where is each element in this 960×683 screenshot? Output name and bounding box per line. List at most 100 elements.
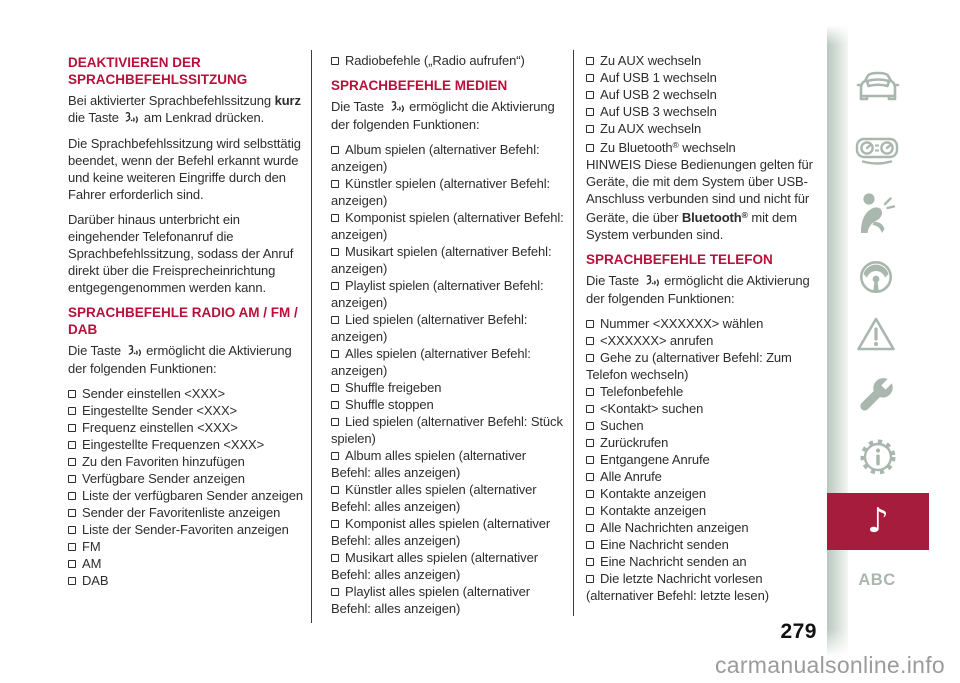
list-item: Playlist alles spielen (alternativer Bef… [331, 583, 565, 617]
square-bullet-icon [331, 350, 339, 358]
text-run: Kontakte anzeigen [600, 503, 706, 518]
sidebar-strip [827, 25, 848, 657]
square-bullet-icon [586, 456, 594, 464]
list-item: Künstler spielen (alternativer Befehl: a… [331, 175, 565, 209]
text-run: die Taste [68, 110, 123, 125]
square-bullet-icon [586, 473, 594, 481]
car-icon [855, 69, 901, 108]
text-run: Radiobefehle („Radio aufrufen“) [345, 53, 525, 68]
list-item: Playlist spielen (alternativer Befehl: a… [331, 277, 565, 311]
square-bullet-icon [586, 354, 594, 362]
list-item: Entgangene Anrufe [586, 451, 815, 468]
voice-command-icon [123, 110, 139, 127]
square-bullet-icon [68, 543, 76, 551]
square-bullet-icon [68, 407, 76, 415]
text-run: Zurückrufen [600, 435, 669, 450]
text-run: Lied spielen (alternativer Befehl: anzei… [331, 312, 528, 344]
section-heading: SPRACHBEFEHLE TELEFON [586, 252, 773, 267]
text-run: Kontakte anzeigen [600, 486, 706, 501]
text-run: Liste der Sender-Favoriten anzeigen [82, 522, 289, 537]
text-run: Nummer <XXXXXX> wählen [600, 316, 764, 331]
square-bullet-icon [586, 575, 594, 583]
list-item: Shuffle stoppen [331, 396, 565, 413]
list-item: Zu den Favoriten hinzufügen [68, 453, 306, 470]
text-run: ® [672, 140, 679, 150]
square-bullet-icon [331, 452, 339, 460]
square-bullet-icon [331, 486, 339, 494]
paragraph: Die Taste ermöglicht die Aktivierung der… [331, 98, 565, 133]
square-bullet-icon [331, 384, 339, 392]
active-section-media: ♪ [827, 493, 929, 550]
text-run: wechseln [678, 140, 736, 155]
list-item: Sender einstellen <XXX> [68, 385, 306, 402]
square-bullet-icon [331, 401, 339, 409]
text-run: Eine Nachricht senden an [600, 554, 747, 569]
square-bullet-icon [586, 108, 594, 116]
list-item: Eingestellte Sender <XXX> [68, 402, 306, 419]
text-run: HINWEIS Diese Bedienungen gelten für Ger… [586, 157, 813, 225]
text-run: Darüber hinaus unterbricht ein eingehend… [68, 212, 294, 295]
square-bullet-icon [331, 57, 339, 65]
list-item: Eine Nachricht senden an [586, 553, 815, 570]
square-bullet-icon [586, 490, 594, 498]
text-run: am Lenkrad drücken. [140, 110, 265, 125]
voice-command-icon [126, 343, 142, 360]
square-bullet-icon [331, 418, 339, 426]
square-bullet-icon [586, 558, 594, 566]
list-item: Auf USB 1 wechseln [586, 69, 815, 86]
text-run: Verfügbare Sender anzeigen [82, 471, 245, 486]
list-item: Verfügbare Sender anzeigen [68, 470, 306, 487]
text-run: Playlist spielen (alternativer Befehl: a… [331, 278, 544, 310]
column-3: Zu AUX wechseln Auf USB 1 wechseln Auf USB… [586, 52, 815, 604]
voice-command-icon [389, 99, 405, 116]
paragraph: Die Taste ermöglicht die Aktivierung der… [68, 342, 306, 377]
square-bullet-icon [586, 388, 594, 396]
music-note-icon: ♪ [867, 501, 889, 541]
text-run: Bei aktivierter Sprachbefehlssitzung [68, 93, 275, 108]
list-item: Kontakte anzeigen [586, 502, 815, 519]
list-item: Album spielen (alternativer Befehl: anze… [331, 141, 565, 175]
text-run: <XXXXXX> anrufen [600, 333, 714, 348]
text-run: Auf USB 1 wechseln [600, 70, 717, 85]
text-run: Liste der verfügbaren Sender anzeigen [82, 488, 304, 503]
text-run: Künstler alles spielen (alternativer Bef… [331, 482, 537, 514]
section-heading: DEAKTIVIEREN DER SPRACHBEFEHLSSITZUNG [68, 55, 248, 87]
text-run: FM [82, 539, 101, 554]
text-run: ermöglicht die Aktivierung der folgenden… [331, 99, 555, 132]
list-item: Auf USB 2 wechseln [586, 86, 815, 103]
text-run: Gehe zu (alternativer Befehl: Zum Telefo… [586, 350, 792, 382]
square-bullet-icon [331, 248, 339, 256]
wrench-icon [858, 376, 896, 419]
paragraph: HINWEIS Diese Bedienungen gelten für Ger… [586, 156, 815, 243]
list-item: Eingestellte Frequenzen <XXX> [68, 436, 306, 453]
list-item: Radiobefehle („Radio aufrufen“) [331, 52, 565, 69]
list-item: Alle Anrufe [586, 468, 815, 485]
text-run: Entgangene Anrufe [600, 452, 710, 467]
square-bullet-icon [68, 526, 76, 534]
page-number: 279 [780, 620, 817, 643]
bold-text: Bluetooth [681, 210, 742, 225]
watermark: carmanualsonline.info [714, 652, 945, 678]
list-item: Sender der Favoritenliste anzeigen [68, 504, 306, 521]
list-item: Zu AUX wechseln [586, 52, 815, 69]
text-run: Zu AUX wechseln [600, 53, 702, 68]
text-run: Musikart spielen (alternativer Befehl: a… [331, 244, 552, 276]
text-run: Shuffle stoppen [345, 397, 434, 412]
text-run: Die letzte Nachricht vorlesen (alternati… [586, 571, 769, 603]
list-item: Lied spielen (alternativer Befehl: anzei… [331, 311, 565, 345]
text-run: Künstler spielen (alternativer Befehl: a… [331, 176, 551, 208]
square-bullet-icon [586, 524, 594, 532]
list-item: Frequenz einstellen <XXX> [68, 419, 306, 436]
square-bullet-icon [586, 91, 594, 99]
steering-wheel-icon [858, 259, 894, 300]
square-bullet-icon [586, 74, 594, 82]
list-item: Zu AUX wechseln [586, 120, 815, 137]
text-run: Sender der Favoritenliste anzeigen [82, 505, 281, 520]
text-run: Suchen [600, 418, 644, 433]
list-item: Telefonbefehle [586, 383, 815, 400]
list-item: <XXXXXX> anrufen [586, 332, 815, 349]
square-bullet-icon [586, 541, 594, 549]
column-2: Radiobefehle („Radio aufrufen“) SPRACHBEF… [331, 52, 565, 617]
text-run: Frequenz einstellen <XXX> [82, 420, 238, 435]
